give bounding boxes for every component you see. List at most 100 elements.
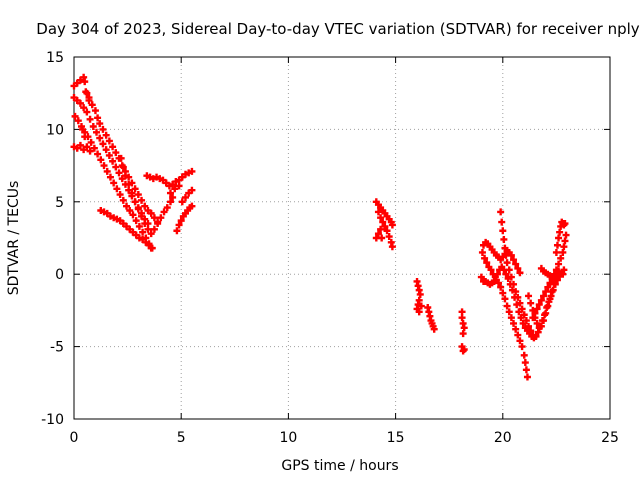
data-point xyxy=(374,208,382,216)
data-point xyxy=(86,147,94,155)
data-point xyxy=(525,292,533,300)
y-tick-label: -5 xyxy=(50,340,64,356)
data-point xyxy=(499,289,507,297)
data-point xyxy=(105,151,113,159)
x-tick-labels: 0 5 10 15 20 25 xyxy=(70,430,619,446)
data-point xyxy=(430,325,438,333)
data-point xyxy=(561,220,569,228)
data-point xyxy=(512,325,520,333)
data-point xyxy=(131,185,139,193)
data-point xyxy=(82,88,90,96)
y-axis-label: SDTVAR / TECUs xyxy=(6,181,22,296)
data-point xyxy=(157,214,165,222)
data-point xyxy=(481,254,489,262)
data-point xyxy=(74,117,82,125)
data-point xyxy=(546,295,554,303)
series-arc-9 xyxy=(166,182,196,235)
data-point xyxy=(502,270,510,278)
data-point xyxy=(388,243,396,251)
data-point xyxy=(518,343,526,351)
data-point xyxy=(557,254,565,262)
data-point xyxy=(147,209,155,217)
data-point xyxy=(552,248,560,256)
data-point xyxy=(126,206,134,214)
data-point xyxy=(121,172,129,180)
x-tick-label: 15 xyxy=(387,430,405,446)
plot-frame xyxy=(73,56,611,420)
series-arc-17 xyxy=(480,238,524,277)
data-point xyxy=(537,322,545,330)
data-point xyxy=(477,273,485,281)
data-point xyxy=(499,227,507,235)
data-point xyxy=(381,222,389,230)
data-point xyxy=(138,196,146,204)
data-point xyxy=(555,267,563,275)
data-point xyxy=(110,179,118,187)
x-tick-label: 20 xyxy=(494,430,512,446)
data-point xyxy=(529,331,537,339)
y-tick-label: 0 xyxy=(55,267,64,283)
y-tick-label: -10 xyxy=(41,412,64,428)
data-point xyxy=(552,273,560,281)
data-point xyxy=(503,259,511,267)
data-point xyxy=(94,114,102,122)
data-point xyxy=(91,107,99,115)
data-point xyxy=(76,141,84,149)
data-point xyxy=(134,191,142,199)
data-point xyxy=(417,302,425,310)
data-point xyxy=(514,264,522,272)
series-arc-8 xyxy=(143,167,196,190)
data-point xyxy=(514,331,522,339)
data-point xyxy=(501,295,509,303)
series-arc-5 xyxy=(70,125,94,155)
data-point xyxy=(521,359,529,367)
data-point xyxy=(128,189,136,197)
data-point xyxy=(150,225,158,233)
data-point xyxy=(188,202,196,210)
chart-title: Day 304 of 2023, Sidereal Day-to-day VTE… xyxy=(36,20,639,38)
data-point xyxy=(523,373,531,381)
data-point xyxy=(129,211,137,219)
data-point xyxy=(542,309,550,317)
data-point xyxy=(105,137,113,145)
data-point xyxy=(99,140,107,148)
data-point xyxy=(495,279,503,287)
data-point xyxy=(383,227,391,235)
data-point xyxy=(154,220,162,228)
data-point xyxy=(507,251,515,259)
data-point xyxy=(520,351,528,359)
data-point xyxy=(415,308,423,316)
x-tick-label: 25 xyxy=(601,430,619,446)
x-tick-label: 0 xyxy=(70,430,79,446)
data-point xyxy=(510,319,518,327)
data-point xyxy=(522,317,530,325)
data-point xyxy=(141,202,149,210)
data-point xyxy=(115,169,123,177)
data-point xyxy=(553,241,561,249)
data-point xyxy=(548,288,556,296)
data-point xyxy=(93,128,101,136)
data-point xyxy=(99,125,107,133)
data-point xyxy=(542,288,550,296)
data-point xyxy=(540,317,548,325)
axis-ticks xyxy=(73,56,611,420)
series-arc-20 xyxy=(552,218,569,256)
data-point xyxy=(505,308,513,316)
data-point xyxy=(160,208,168,216)
data-point xyxy=(535,301,543,309)
data-point xyxy=(87,138,95,146)
data-point xyxy=(116,191,124,199)
data-point xyxy=(171,185,179,193)
data-point xyxy=(533,319,541,327)
data-point xyxy=(138,212,146,220)
data-point xyxy=(550,280,558,288)
data-point xyxy=(503,302,511,310)
data-point xyxy=(80,104,88,112)
data-point xyxy=(94,150,102,158)
data-point xyxy=(119,163,127,171)
data-point xyxy=(139,228,147,236)
data-point xyxy=(86,115,94,123)
data-point xyxy=(132,217,140,225)
data-point xyxy=(510,280,518,288)
